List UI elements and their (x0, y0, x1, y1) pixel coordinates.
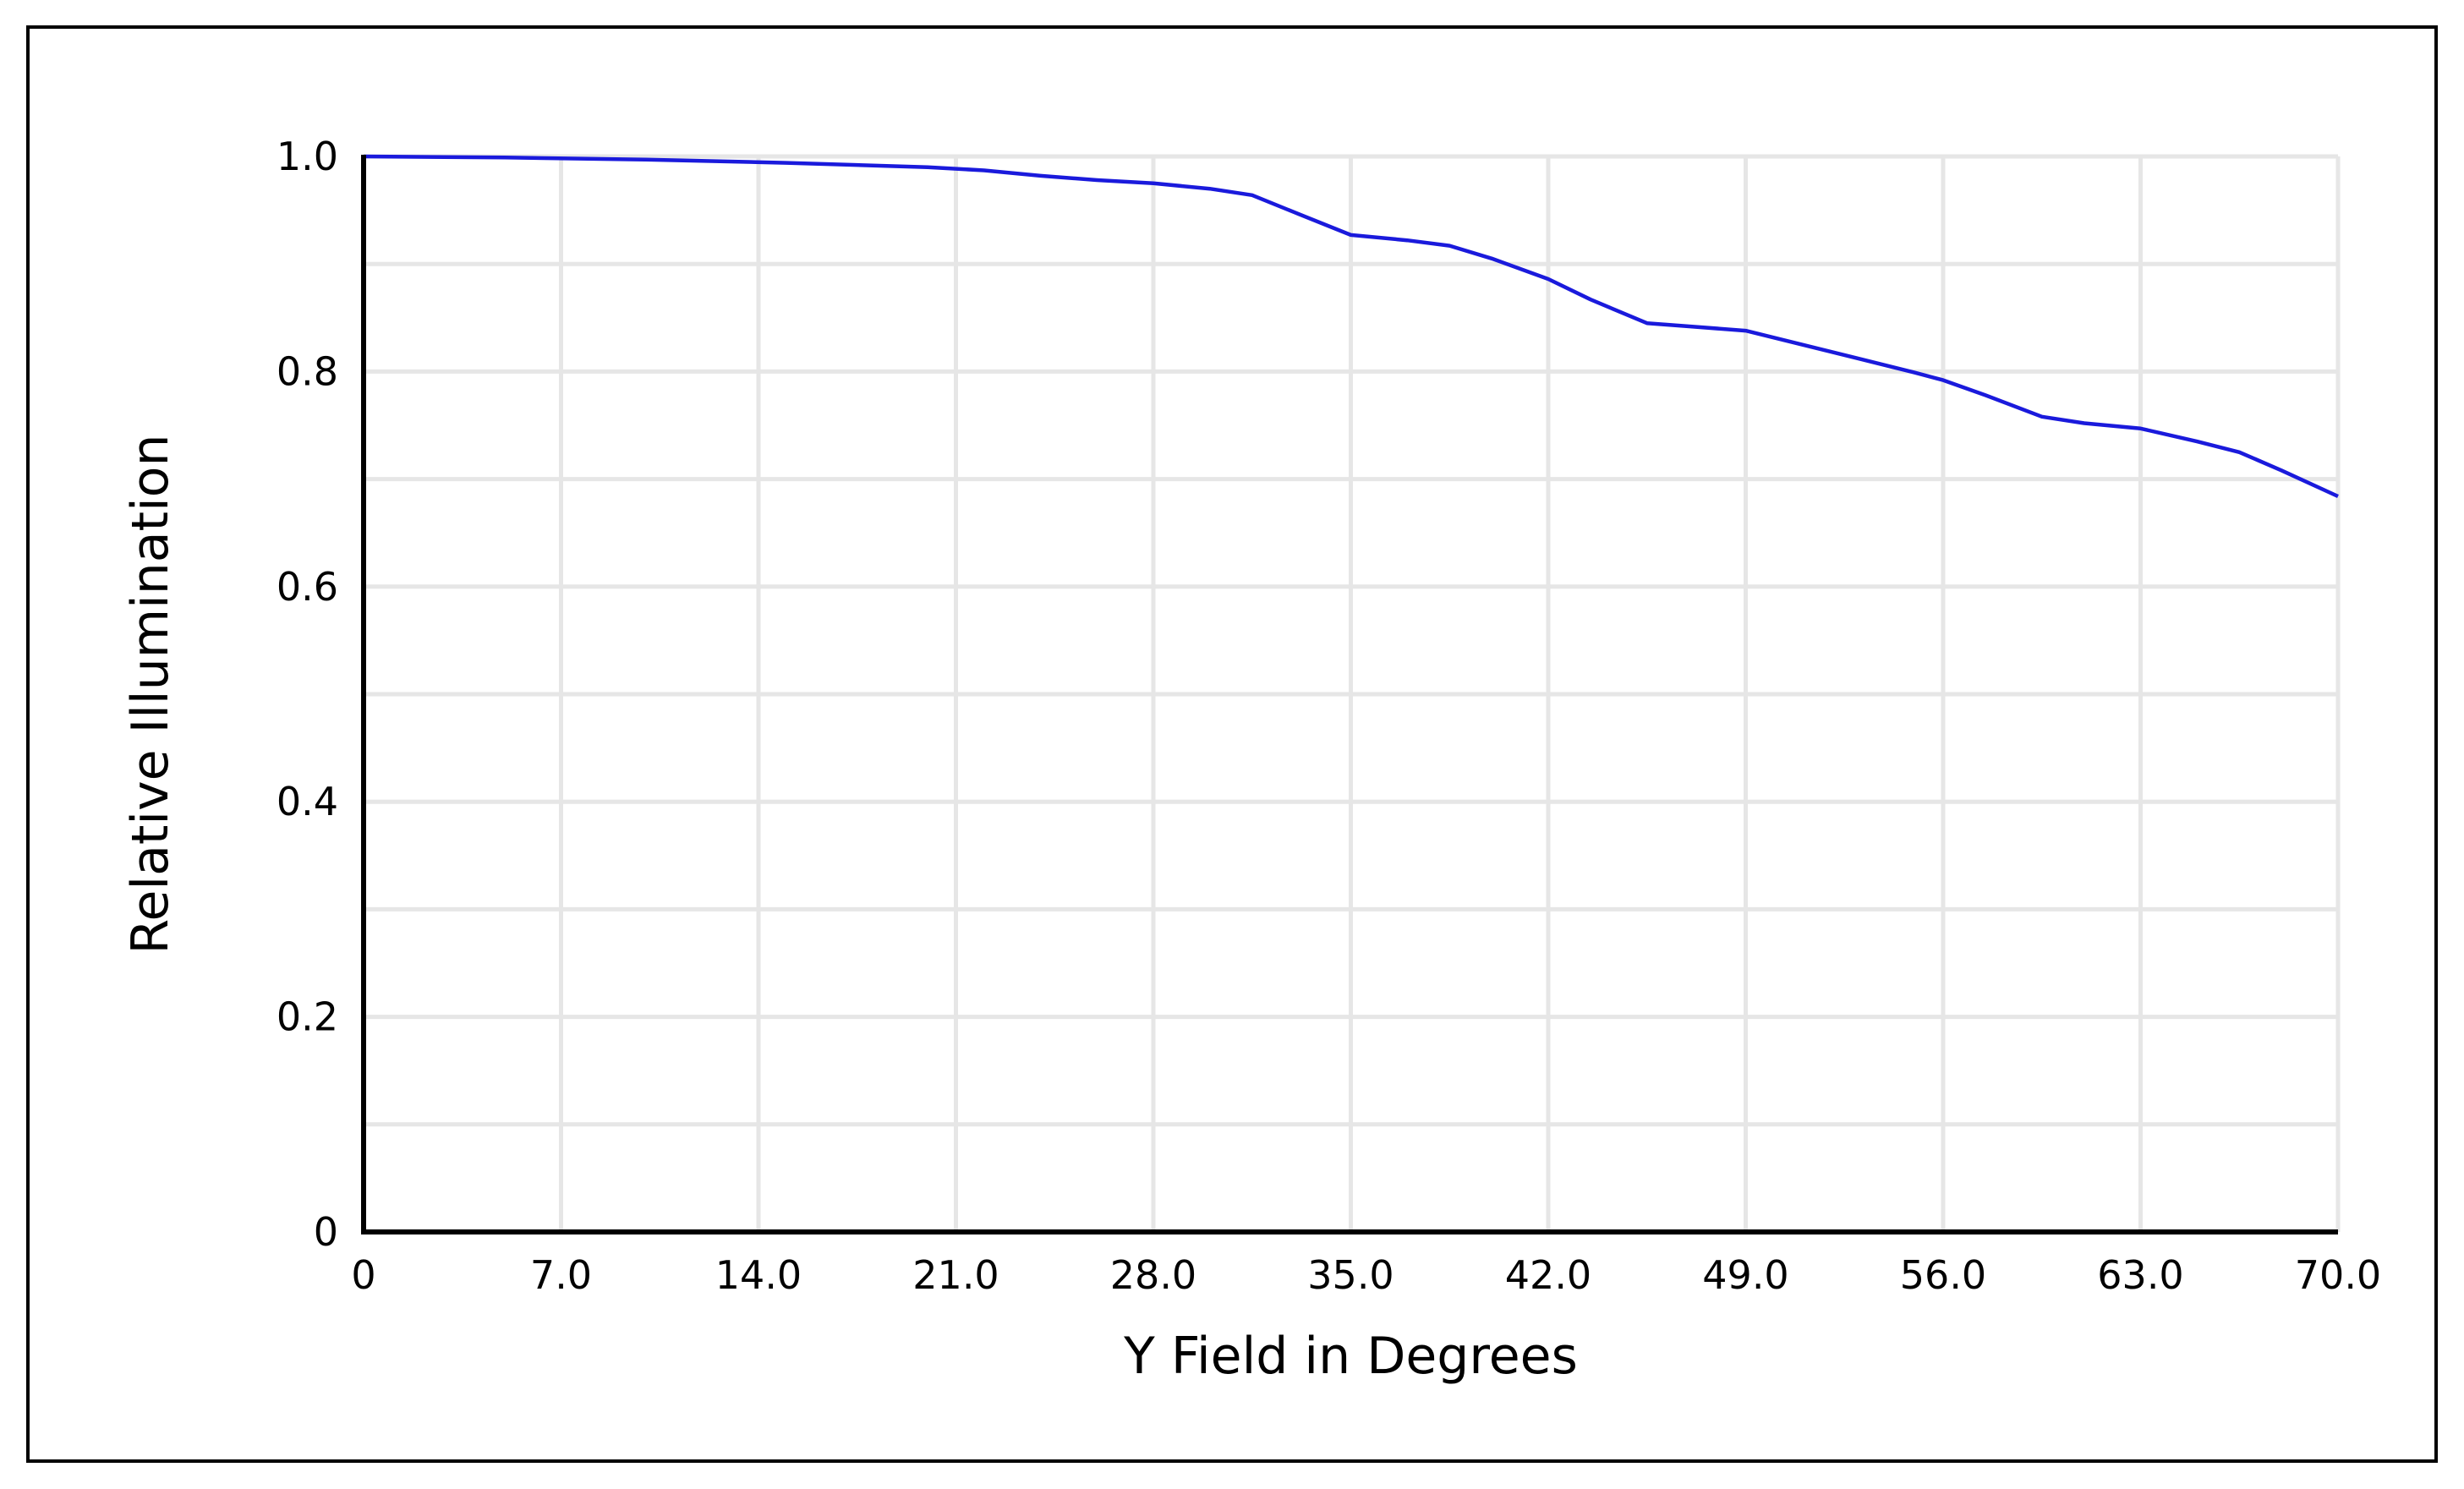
y-tick-labels: 0 0.2 0.4 0.6 0.8 1.0 (277, 134, 338, 1255)
x-tick-label: 70.0 (2295, 1252, 2381, 1298)
y-tick-label: 0.6 (277, 564, 338, 610)
y-tick-label: 0 (314, 1209, 338, 1255)
y-tick-label: 0.2 (277, 994, 338, 1040)
x-tick-label: 42.0 (1505, 1252, 1591, 1298)
x-tick-label: 56.0 (1900, 1252, 1986, 1298)
y-tick-label: 0.4 (277, 779, 338, 824)
y-axis-title: Relative Illumination (121, 435, 180, 955)
x-tick-label: 49.0 (1702, 1252, 1788, 1298)
series-layer (363, 154, 2339, 499)
series-line-0 (363, 154, 2339, 499)
y-tick-label: 1.0 (277, 134, 338, 179)
major-gridlines (364, 154, 2341, 1232)
x-tick-label: 0 (351, 1252, 375, 1298)
x-axis-title: Y Field in Degrees (1123, 1327, 1578, 1386)
y-tick-label: 0.8 (277, 348, 338, 394)
x-tick-label: 14.0 (715, 1252, 802, 1298)
x-tick-labels: 0 7.0 14.0 21.0 28.0 35.0 42.0 49.0 56.0 63.0 70.0 (351, 1252, 2381, 1298)
x-tick-label: 7.0 (530, 1252, 592, 1298)
x-tick-label: 28.0 (1110, 1252, 1196, 1298)
x-tick-label: 21.0 (912, 1252, 999, 1298)
x-tick-label: 63.0 (2097, 1252, 2183, 1298)
x-tick-label: 35.0 (1307, 1252, 1394, 1298)
axes (361, 155, 2338, 1234)
